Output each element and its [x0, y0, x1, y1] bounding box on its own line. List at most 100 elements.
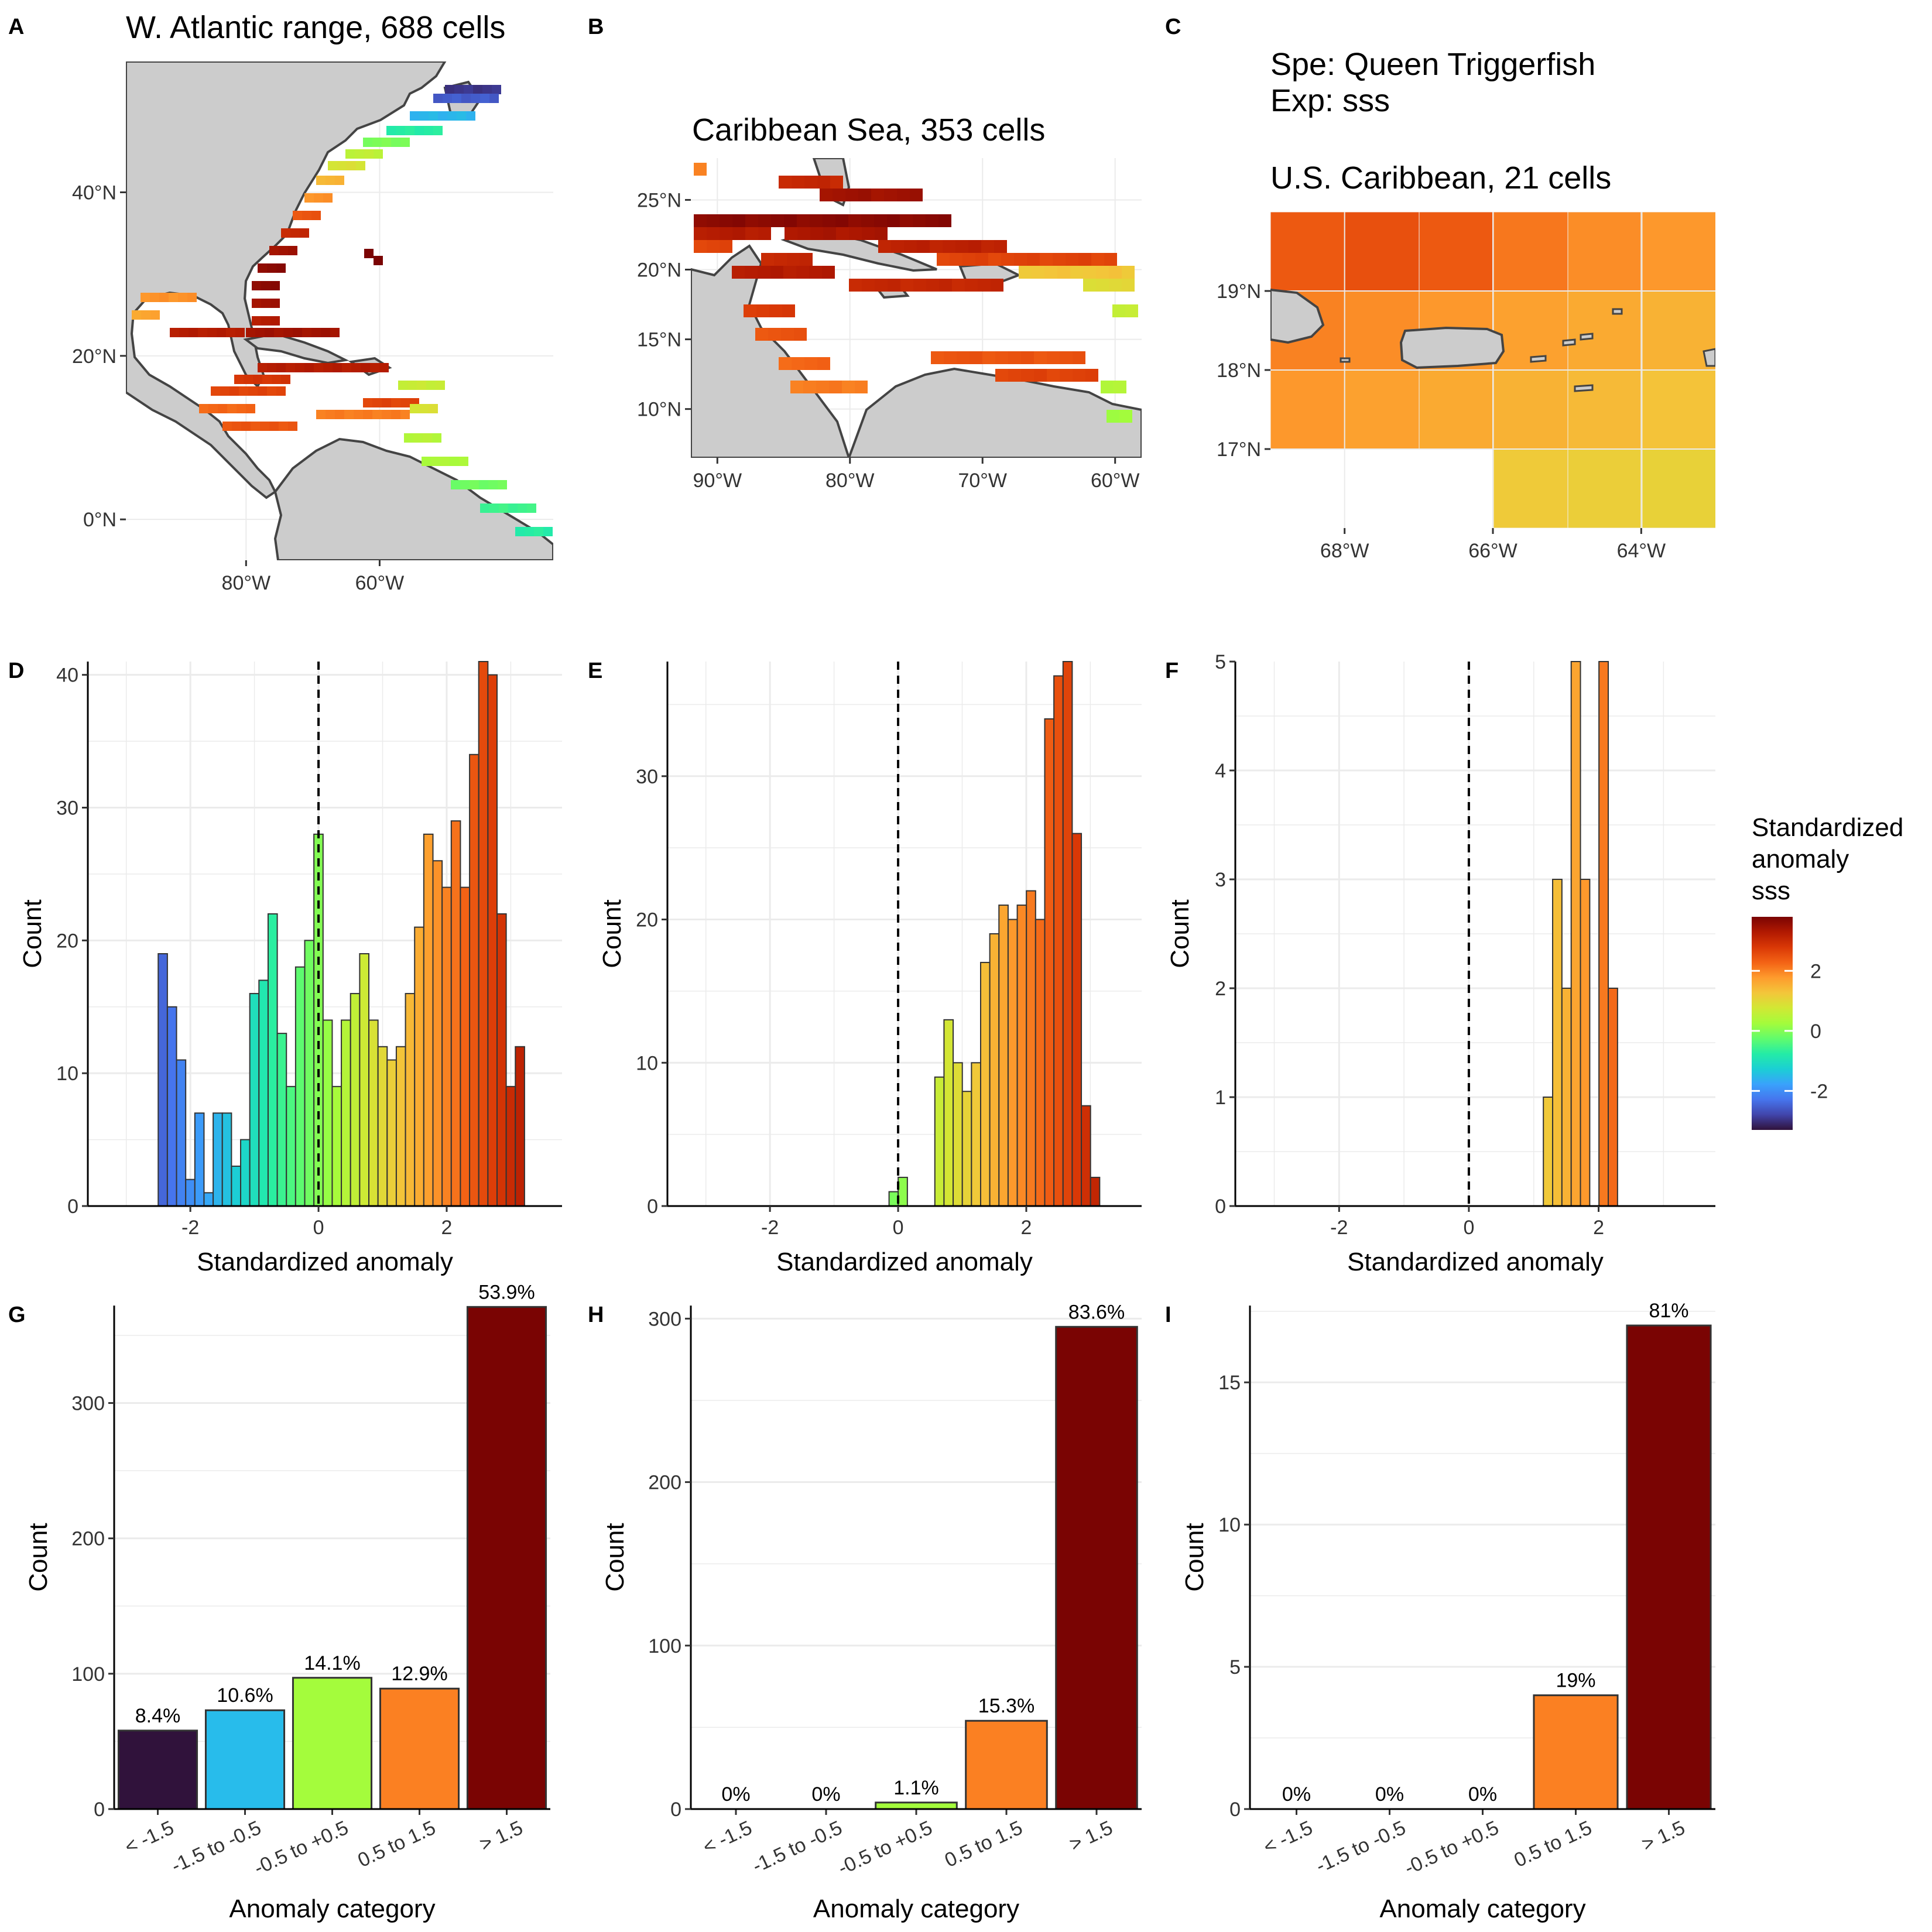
map-b-cell: [768, 328, 781, 341]
map-lat-tick-label: 40°N: [72, 181, 117, 204]
map-c-cell: [1344, 369, 1420, 450]
map-b-cell: [707, 240, 720, 253]
map-b-cell: [800, 253, 813, 266]
bar-percent-label: 19%: [1556, 1670, 1595, 1692]
category-tick-label: -0.5 to +0.5: [251, 1817, 352, 1880]
map-b-cell: [970, 351, 982, 364]
map-b-cell: [988, 253, 1001, 266]
histogram-bar: [294, 966, 306, 1207]
map-b-cell: [1114, 381, 1126, 393]
map-b-cell: [809, 266, 822, 279]
map-b-cell: [720, 227, 732, 240]
map-b-cell: [720, 214, 732, 227]
panel-label-i: I: [1165, 1303, 1171, 1327]
map-b-cell: [794, 328, 807, 341]
map-a-cell: [361, 363, 370, 372]
map-b-cell: [862, 227, 875, 240]
category-tick-label: -0.5 to +0.5: [1401, 1817, 1502, 1880]
map-a-cell: [419, 404, 429, 413]
map-b-cell: [931, 351, 944, 364]
map-a-cell: [304, 193, 314, 203]
histogram-bar: [322, 1019, 333, 1207]
map-a-cell: [326, 410, 335, 419]
map-c-cell: [1419, 369, 1494, 450]
histogram-bar: [359, 953, 370, 1207]
x-tick-label: 0: [313, 1217, 324, 1239]
y-tick-label: 3: [1215, 869, 1226, 891]
x-axis-title: Anomaly category: [813, 1895, 1019, 1923]
map-a-cell: [347, 161, 356, 170]
category-tick-label: 0.5 to 1.5: [1510, 1817, 1595, 1872]
map-a-cell: [413, 433, 423, 443]
histogram-bar: [505, 1085, 516, 1207]
panel-label-d: D: [8, 659, 24, 683]
map-a-cell: [410, 404, 419, 413]
x-tick-label: -2: [181, 1217, 199, 1239]
map-b-cell: [1019, 266, 1032, 279]
map-a-cell: [457, 111, 466, 121]
category-bar: [204, 1709, 286, 1810]
map-a-cell: [170, 328, 179, 337]
map-a-cell: [262, 375, 272, 384]
bar-percent-label: 8.4%: [135, 1705, 181, 1727]
map-b-cell: [707, 227, 720, 240]
map-b-cell: [1034, 369, 1047, 382]
map-b-cell: [1066, 253, 1078, 266]
map-b-cell: [771, 214, 784, 227]
map-b-cell: [1091, 253, 1104, 266]
map-b-cell: [1078, 253, 1091, 266]
histogram-bar: [943, 1019, 954, 1207]
map-b-cell: [1047, 351, 1060, 364]
histogram-bar: [213, 1112, 223, 1207]
map-c-axis-ticks: 19°N 18°N 17°N 68°W 66°W 64°W: [1217, 280, 1666, 562]
map-b-cell: [978, 279, 991, 292]
x-tick-label: 2: [1593, 1217, 1604, 1239]
map-a-cell: [400, 410, 410, 419]
map-a-cell: [515, 527, 525, 536]
y-axis-title: Count: [1180, 1523, 1209, 1591]
bar-percent-label: 12.9%: [391, 1663, 447, 1685]
histogram-bar: [286, 1085, 296, 1207]
map-a-cell: [426, 381, 436, 390]
map-a-cell: [382, 138, 391, 147]
histogram-bar: [1552, 879, 1563, 1207]
map-a-cell: [252, 281, 261, 290]
panel-label-h: H: [588, 1303, 604, 1327]
map-a-cell: [424, 126, 433, 135]
map-b-cell: [1085, 369, 1098, 382]
panel-label-c: C: [1165, 15, 1181, 39]
map-b-cell: [756, 304, 769, 317]
map-b-cell: [758, 227, 771, 240]
map-a-cell: [288, 422, 297, 431]
category-tick-label: > 1.5: [1638, 1817, 1688, 1856]
map-b-cell: [937, 253, 950, 266]
map-a-cell: [498, 480, 507, 489]
map-b-cell: [1104, 253, 1117, 266]
map-b-cell: [720, 240, 732, 253]
map-b-cell: [694, 214, 707, 227]
map-b-cell: [900, 214, 913, 227]
map-b-cell: [897, 189, 910, 201]
colorbar-tick-label: 0: [1810, 1020, 1821, 1043]
map-b-cell: [1096, 266, 1109, 279]
histogram-bar: [157, 953, 168, 1207]
histogram-bar: [304, 940, 315, 1207]
map-b-cell: [792, 357, 804, 370]
map-b-cell: [1008, 351, 1021, 364]
map-b-cell: [1057, 266, 1070, 279]
map-a-cell: [132, 310, 141, 320]
map-b-cell: [913, 279, 926, 292]
map-a-cell: [276, 386, 286, 396]
map-lon-tick-label: 70°W: [958, 470, 1007, 492]
map-b-cell: [1040, 253, 1053, 266]
map-a-cell: [492, 85, 501, 94]
bar-percent-label: 14.1%: [304, 1652, 360, 1674]
legend-title-line-2: anomaly: [1752, 845, 1849, 873]
bar-percent-label: 15.3%: [978, 1695, 1034, 1717]
map-lon-tick-label: 60°W: [1091, 470, 1140, 492]
map-b-cell: [810, 214, 823, 227]
map-a-cell: [379, 363, 389, 372]
map-b-cell: [823, 227, 836, 240]
histogram-bar: [185, 1179, 196, 1207]
map-b-cell: [823, 214, 835, 227]
